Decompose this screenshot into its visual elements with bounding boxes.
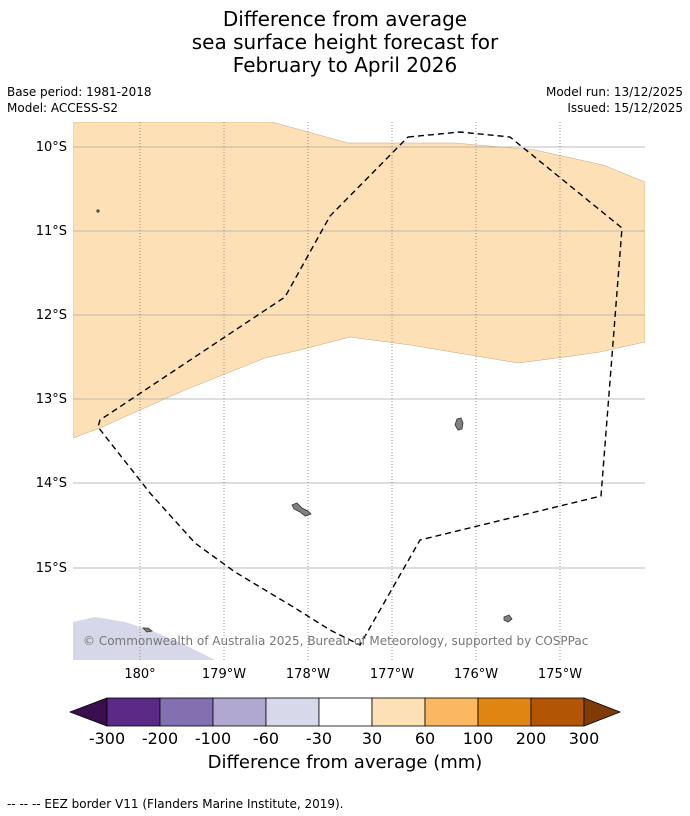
island-wallis	[291, 502, 312, 517]
lat-label-14s: 14°S	[36, 476, 67, 491]
lon-axis-labels: 180° 179°W 178°W 177°W 176°W 175°W	[124, 667, 582, 682]
lat-label-15s: 15°S	[36, 561, 67, 576]
cb-tick-100: 100	[463, 729, 494, 748]
colorbar-bin-neg100-neg60	[212, 697, 267, 727]
cb-tick-60: 60	[415, 729, 435, 748]
lon-label-180: 180°	[124, 667, 155, 682]
island-southeast	[503, 614, 513, 623]
colorbar: -300 -200 -100 -60 -30 30 60 100 200 300	[68, 697, 622, 748]
colorbar-bin-60-100	[424, 697, 479, 727]
anomaly-region-neg60-neg30	[73, 617, 215, 660]
cb-tick-neg300: -300	[89, 729, 125, 748]
cb-tick-30: 30	[362, 729, 382, 748]
eez-footnote: -- -- -- EEZ border V11 (Flanders Marine…	[7, 797, 344, 811]
cb-tick-neg200: -200	[142, 729, 178, 748]
islet-northwest	[96, 209, 100, 213]
colorbar-bin-30-60	[371, 697, 426, 727]
island-southwest	[142, 627, 153, 633]
anomaly-region-30-60	[73, 122, 645, 439]
chart-title: Difference from average sea surface heig…	[0, 8, 690, 77]
cb-tick-200: 200	[516, 729, 547, 748]
lon-label-179w: 179°W	[202, 667, 246, 682]
colorbar-title: Difference from average (mm)	[207, 752, 483, 773]
lon-label-178w: 178°W	[286, 667, 330, 682]
colorbar-over-arrow	[583, 697, 622, 727]
colorbar-bin-neg200-neg100	[159, 697, 214, 727]
colorbar-bin-200-300	[530, 697, 585, 727]
lon-label-175w: 175°W	[538, 667, 582, 682]
meta-left: Base period: 1981-2018 Model: ACCESS-S2	[7, 84, 152, 116]
meta-right: Model run: 13/12/2025 Issued: 15/12/2025	[546, 84, 683, 116]
colorbar-bin-neg300-neg200	[106, 697, 161, 727]
title-line-2: sea surface height forecast for	[191, 30, 499, 54]
cb-tick-neg60: -60	[253, 729, 279, 748]
map-figure: © Commonwealth of Australia 2025, Bureau…	[36, 122, 645, 748]
islands	[96, 209, 513, 633]
colorbar-tick-labels: -300 -200 -100 -60 -30 30 60 100 200 300	[89, 729, 599, 748]
model-name: Model: ACCESS-S2	[7, 101, 119, 115]
model-run: Model run: 13/12/2025	[545, 85, 683, 99]
lat-label-10s: 10°S	[36, 140, 67, 155]
colorbar-bin-neg60-neg30	[265, 697, 320, 727]
cb-tick-neg100: -100	[195, 729, 231, 748]
map-panel: © Commonwealth of Australia 2025, Bureau…	[73, 122, 645, 660]
colorbar-bin-neg30-30	[318, 697, 373, 727]
lat-axis-labels: 10°S 11°S 12°S 13°S 14°S 15°S	[36, 140, 67, 576]
title-line-3: February to April 2026	[232, 53, 458, 77]
lat-label-13s: 13°S	[36, 392, 67, 407]
cb-tick-300: 300	[569, 729, 600, 748]
title-line-1: Difference from average	[222, 7, 468, 31]
cb-tick-neg30: -30	[306, 729, 332, 748]
lon-label-177w: 177°W	[370, 667, 414, 682]
colorbar-bin-100-200	[477, 697, 532, 727]
island-east	[454, 417, 464, 431]
colorbar-under-arrow	[68, 697, 108, 727]
issued-date: Issued: 15/12/2025	[567, 101, 683, 115]
copyright-notice: © Commonwealth of Australia 2025, Bureau…	[83, 634, 588, 648]
base-period: Base period: 1981-2018	[7, 85, 152, 99]
lat-gridlines	[73, 146, 645, 569]
lon-label-176w: 176°W	[454, 667, 498, 682]
lat-label-12s: 12°S	[36, 308, 67, 323]
lat-label-11s: 11°S	[36, 224, 67, 239]
